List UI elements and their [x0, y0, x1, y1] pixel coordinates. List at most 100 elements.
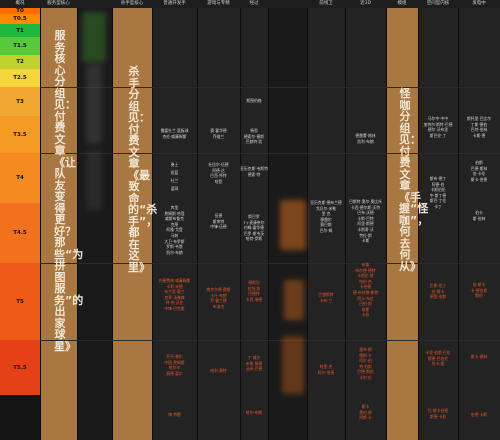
tier-label: T1.5: [0, 37, 40, 55]
tier-cell: 亚历克斯·德布兰德 戈贝尔·米勒 里·克 穆雷尔 赛巴斯 巴尔·姆: [307, 200, 345, 234]
player-name: 雷霆杜兰·篮板球: [160, 128, 189, 133]
player-name: 乔维兰: [212, 133, 225, 139]
tier-cell: 斯巴罗 T·J·麦康奈尔 约翰·霍华德 巴罗·斯韦茨 哈特·伊斯: [240, 214, 268, 242]
category-column: [345, 8, 386, 440]
column-divider: [112, 8, 113, 440]
player-name: 丁·威尔: [247, 355, 261, 360]
player-name: 哈登: [214, 178, 223, 184]
tier-cell: 巴斯·伦丁 伯·斯卡 德里·伯斯: [418, 283, 458, 300]
player-name: 汤米·巴德: [245, 366, 263, 372]
tier-cell: 斯图伯格: [240, 98, 268, 104]
player-name: 巴赫特·凯: [245, 139, 263, 145]
killer-core-caption: 杀手分组见：付费文章《最致命的“杀手”，都在这里》: [128, 65, 157, 274]
tier-label: T3.5: [0, 116, 40, 153]
player-name: 卡什·布朗: [210, 292, 227, 298]
player-name: 伯·斯卡: [472, 282, 486, 287]
column-header: 模组: [386, 0, 418, 8]
player-name: 席克尔德·赛斯: [206, 287, 231, 292]
player-name: 巴雷斯特: [318, 292, 334, 297]
blurred-avatar-green: [82, 12, 106, 62]
column-divider: [345, 8, 346, 440]
player-name: 乔丹·普尔: [166, 354, 183, 359]
category-column: [307, 8, 345, 440]
player-name: 卡斯·德: [472, 132, 486, 138]
player-name: 布兰登·戴兰: [164, 289, 185, 295]
tier-cell: 伍德 斯库特 中锋·伍德: [197, 213, 240, 230]
tier-cell: 巴雷斯特 卡布·兰: [307, 292, 345, 303]
player-name: 内德费格·威廉姆斯: [158, 278, 191, 283]
player-name: 卡斯: [361, 238, 370, 244]
tier-cell: 布鲁 布尔德·德特 卡斯伦·斯 哈伯·杰 卡伯德 德·布拉德·斯特 阿卡·布伦 巴伯·斯 伯斯卡…: [345, 262, 386, 318]
player-name: 斯布·德丁: [429, 176, 447, 181]
column-header: 杀手型核心: [112, 0, 152, 8]
category-column: [112, 8, 152, 440]
player-name: 伯卡: [475, 210, 483, 215]
player-name: 哈利·赛特: [210, 368, 227, 373]
player-name: 马刺: [170, 232, 179, 238]
player-name: 卡伯德: [359, 284, 372, 290]
tier-label: T4.5: [0, 203, 40, 263]
tier-cell: 伯德·卡斯: [458, 412, 500, 418]
column-divider: [458, 8, 459, 440]
tier-cell: 斯托里·巴比尔 丁斯·德伯 巴特·伯林 卡斯·德: [458, 116, 500, 138]
tier-cell: 哈利·赛特: [197, 368, 240, 374]
column-header: 经过: [240, 0, 268, 8]
column-header: 服务型核心: [40, 0, 77, 8]
player-name: 阿卡·布伦: [357, 295, 374, 301]
column-header: 概况: [0, 0, 40, 8]
player-name: 戈贝尔·米勒: [315, 205, 337, 211]
tier-cell: 德雷蒙·格林 凯利·布朗: [345, 133, 386, 144]
player-name: 杜兰: [170, 178, 179, 184]
player-name: 斯德·卡伯: [429, 413, 447, 419]
blurred-avatar-grey-2: [86, 150, 102, 210]
tier-cell: 杜拉尔·伍德 阿德·达 巴西·怀特 哈登: [197, 162, 240, 184]
player-name: 詹姆斯·哈登: [164, 210, 185, 216]
player-name: T·J·麦康奈尔: [243, 219, 265, 225]
player-name: 斯库特: [212, 218, 225, 224]
player-name: 勇士: [170, 161, 179, 167]
player-name: 巴斯特·奥尔·奥比托: [349, 199, 382, 204]
player-name: 投篮: [170, 169, 179, 175]
player-name: 劳拉·斯: [359, 232, 372, 238]
blurred-avatar-grey: [86, 64, 102, 144]
player-name: 布鲁·莫德: [245, 360, 263, 366]
column-divider: [77, 8, 78, 440]
player-name: 罗斯·韦恩: [166, 244, 183, 250]
tier-label: T5: [0, 263, 40, 340]
player-name: 巴特·伯林: [470, 127, 488, 133]
player-name: 马尔中·中中: [427, 116, 449, 121]
player-name: 卡莉·米德: [166, 283, 183, 289]
tier-cell: 赛·霍华德 乔维兰: [197, 128, 240, 139]
tier-label: T3: [0, 87, 40, 116]
column-divider: [386, 8, 387, 440]
player-name: 特·伯斯: [359, 363, 372, 369]
tier-cell: 卡里·伯斯·巴伦 斯德·巴伯伦 伯卡·斯: [418, 350, 458, 367]
player-name: 威斯布鲁克: [165, 216, 184, 222]
player-name: 克莱: [170, 221, 179, 227]
tier-divider: [40, 153, 500, 154]
category-column: [418, 8, 458, 440]
player-name: 卡尔·伦: [359, 374, 372, 380]
tier-cell: 丁·威尔 布鲁·莫德 汤米·巴德: [240, 355, 268, 372]
tier-cell: 斯卡 奥伯·德 阿斯·卡: [345, 404, 386, 421]
player-name: 哈特·伊斯: [245, 236, 263, 242]
player-name: 巴尔·姆: [319, 227, 333, 233]
player-name: 卡里·伯斯·巴伦: [425, 350, 451, 355]
tier-label: T0.5: [0, 14, 40, 24]
player-name: 伯·斯卡: [431, 288, 445, 294]
player-name: 伯卡·斯: [431, 361, 445, 367]
player-name: 中国·詹姆斯: [164, 359, 185, 365]
player-name: 巴德特: [248, 291, 260, 297]
player-name: 巴·斯卡伯德: [427, 408, 449, 413]
player-name: 凯利·布朗: [357, 138, 374, 144]
player-name: 伯·卡伦: [472, 171, 486, 177]
player-name: 阿隆·戈登: [166, 227, 183, 233]
player-name: 穆雷尔: [320, 216, 332, 222]
player-name: 大卫·布罗斯: [164, 238, 185, 244]
category-column: [458, 8, 500, 440]
category-column: [197, 8, 240, 440]
column-divider: [307, 8, 308, 440]
tier-label: T0: [0, 8, 40, 14]
player-name: 斯巴伦·丁: [429, 132, 447, 138]
tier-cell: 杨思 德索尔·塞斯 巴赫特·凯: [240, 128, 268, 145]
